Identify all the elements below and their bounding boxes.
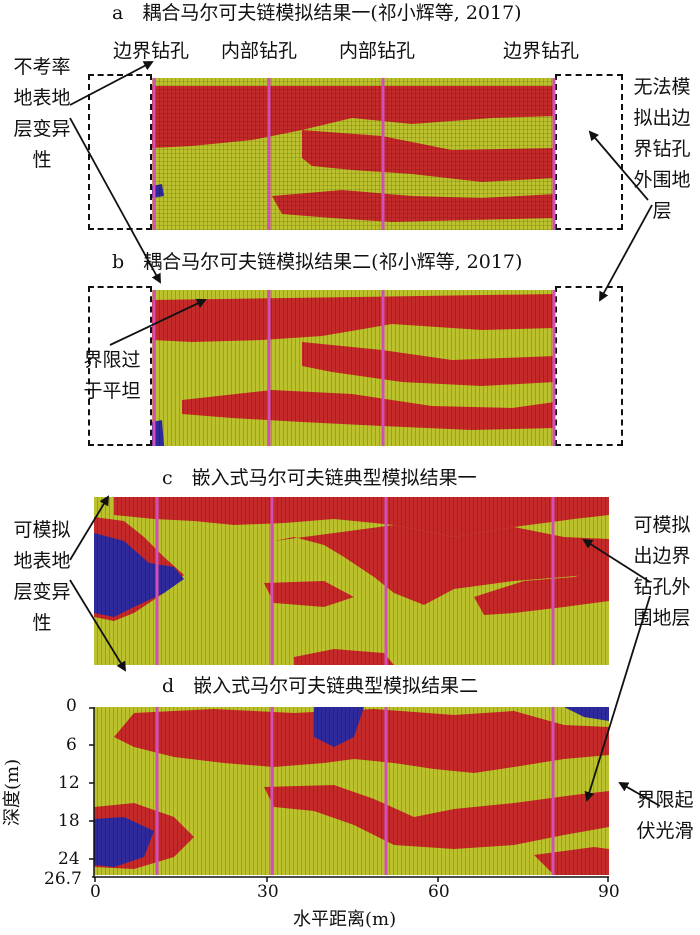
annotation-no-variability: 不考率地表地层变异性 — [13, 56, 71, 171]
y-axis-label: 深度(m) — [2, 758, 23, 826]
borehole-label-inner-2: 内部钻孔 — [339, 40, 416, 62]
panel-a — [152, 78, 555, 230]
xtick-60: 60 — [428, 882, 450, 902]
dashed-box-a-right — [555, 74, 623, 230]
xtick-30: 30 — [257, 882, 279, 902]
panel-d — [94, 707, 609, 875]
ytick-24: 24 — [58, 849, 80, 869]
borehole-label-right: 边界钻孔 — [503, 40, 580, 62]
title-c: c 嵌入式马尔可夫链典型模拟结果一 — [162, 467, 477, 489]
dashed-box-b-left — [88, 286, 152, 446]
borehole-label-left: 边界钻孔 — [113, 40, 190, 62]
annotation-flat-boundary: 界限过于平坦 — [83, 349, 141, 402]
panel-b — [152, 290, 555, 446]
ytick-0: 0 — [66, 696, 77, 716]
annotation-can-simulate: 可模拟出边界钻孔外围地层 — [633, 514, 691, 629]
title-b: b 耦合马尔可夫链模拟结果二(祁小辉等, 2017) — [112, 251, 523, 273]
title-d: d 嵌入式马尔可夫链典型模拟结果二 — [162, 675, 479, 697]
ytick-18: 18 — [58, 811, 80, 831]
annotation-cannot-simulate: 无法模拟出边界钻孔外围地层 — [633, 76, 691, 222]
annotation-smooth-boundary: 界限起伏光滑 — [636, 789, 694, 842]
annotation-can-variability: 可模拟地表地层变异性 — [13, 519, 71, 634]
ytick-6: 6 — [66, 735, 77, 755]
dashed-box-a-left — [88, 74, 152, 230]
title-a: a 耦合马尔可夫链模拟结果一(祁小辉等, 2017) — [112, 2, 522, 24]
ytick-12: 12 — [58, 773, 80, 793]
borehole-label-inner-1: 内部钻孔 — [221, 40, 298, 62]
panel-c — [94, 497, 609, 665]
x-axis-label: 水平距离(m) — [293, 909, 397, 930]
ytick-26-7: 26.7 — [44, 869, 82, 889]
xtick-90: 90 — [598, 882, 620, 902]
xtick-0: 0 — [90, 882, 101, 902]
dashed-box-b-right — [555, 286, 623, 446]
